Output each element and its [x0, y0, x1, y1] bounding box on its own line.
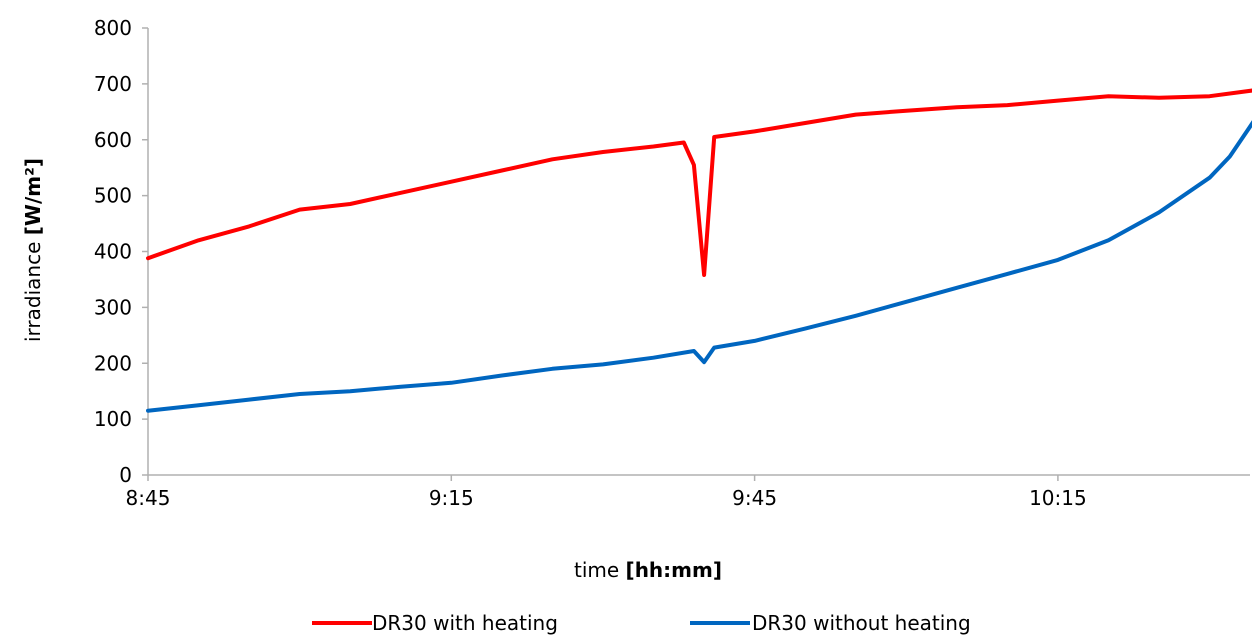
- series-line-without-heating: [146, 120, 1252, 413]
- x-tick-label: 9:45: [732, 486, 777, 510]
- series-layer: [146, 88, 1252, 413]
- x-axis-title: time [hh:mm]: [574, 558, 722, 582]
- legend-label-without-heating: DR30 without heating: [752, 611, 971, 635]
- y-tick-label: 100: [94, 407, 132, 431]
- x-tick-label: 10:15: [1029, 486, 1087, 510]
- x-axis-title-unit: [hh:mm]: [626, 558, 722, 582]
- legend-label-with-heating: DR30 with heating: [372, 611, 558, 635]
- y-tick-label: 300: [94, 295, 132, 319]
- x-tick-label: 8:45: [126, 486, 171, 510]
- y-tick-label: 400: [94, 240, 132, 264]
- y-axis-title-text: irradiance: [21, 242, 45, 342]
- y-tick-label: 500: [94, 184, 132, 208]
- y-axis-ticks: 0 100 200 300 400 500 600 700 800: [94, 16, 148, 487]
- y-axis-title: irradiance [W/m²]: [21, 158, 45, 342]
- y-tick-label: 0: [119, 463, 132, 487]
- y-tick-label: 700: [94, 72, 132, 96]
- x-axis-title-text: time: [574, 558, 619, 582]
- x-axis-ticks: 8:45 9:15 9:45 10:15: [126, 475, 1087, 510]
- series-line-with-heating: [146, 88, 1252, 277]
- y-axis-title-unit: [W/m²]: [21, 158, 45, 235]
- y-tick-label: 800: [94, 16, 132, 40]
- y-tick-label: 600: [94, 128, 132, 152]
- y-tick-label: 200: [94, 351, 132, 375]
- legend: DR30 with heating DR30 without heating: [312, 611, 971, 635]
- x-tick-label: 9:15: [429, 486, 474, 510]
